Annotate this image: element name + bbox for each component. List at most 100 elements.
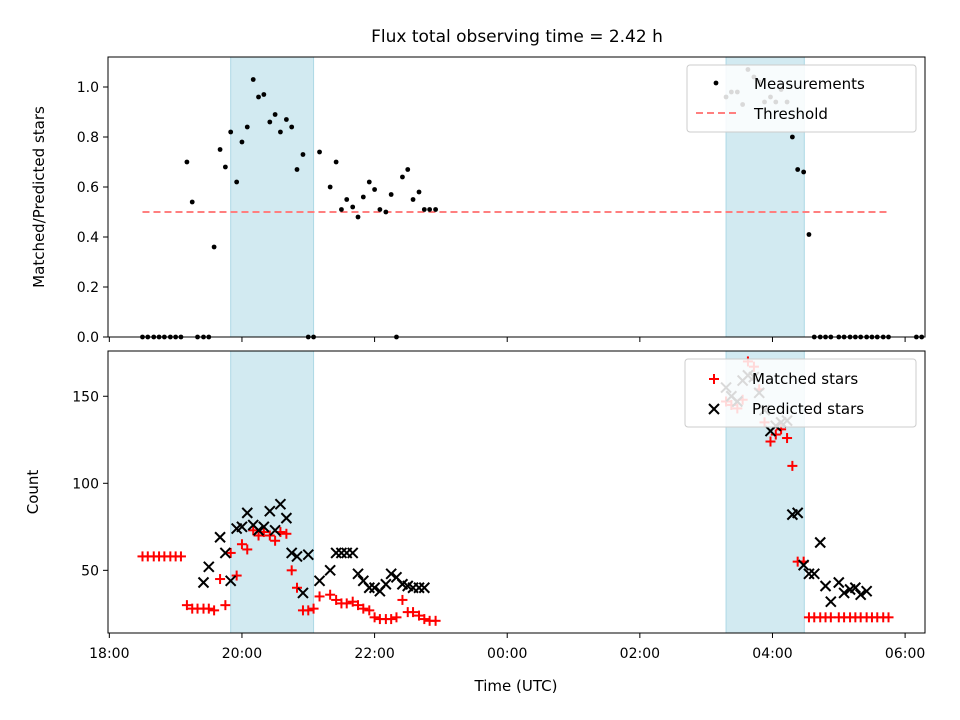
predicted-star-mark [380, 578, 392, 590]
legend-measurement-marker [713, 80, 719, 86]
matched-star-mark [281, 528, 292, 539]
matched-star-mark [220, 600, 231, 611]
predicted-star-mark [258, 521, 270, 533]
matched-star-mark [264, 530, 275, 541]
legend-label: Predicted stars [752, 400, 864, 418]
legend-matched-marker [709, 374, 719, 384]
predicted-star-mark [219, 547, 232, 559]
ratio-panel: 0.0 0.2 0.4 0.6 0.8 1.0 Matched/Predicted sta… [30, 56, 926, 346]
y-axis-label: Matched/Predicted stars [30, 106, 48, 288]
measurement-point [344, 197, 350, 202]
matched-star-mark [175, 551, 186, 562]
x-tick-label: 18:00 [89, 646, 129, 662]
matched-star-mark [308, 603, 319, 614]
legend: Measurements Threshold [686, 64, 917, 133]
measurement-point [256, 94, 261, 100]
predicted-star-mark [849, 582, 862, 594]
predicted-star-mark [291, 550, 303, 563]
matched-star-mark [203, 603, 214, 614]
matched-star-mark [397, 594, 408, 605]
measurement-point [383, 209, 389, 215]
predicted-star-mark [302, 548, 314, 561]
matched-star-mark [303, 605, 314, 616]
predicted-star-mark [363, 582, 375, 594]
measurement-point [317, 149, 322, 155]
matched-star-mark [236, 539, 247, 550]
matched-star-mark [770, 429, 781, 440]
x-tick-label: 06:00 [885, 646, 925, 662]
data-marks [137, 356, 894, 626]
predicted-star-mark [413, 582, 425, 594]
predicted-star-mark [285, 547, 298, 559]
measurement-point [239, 139, 245, 145]
measurement-point [388, 192, 394, 197]
predicted-star-mark [346, 547, 359, 559]
measurement-point [355, 214, 361, 220]
predicted-star-mark [335, 547, 348, 559]
matched-star-mark [325, 589, 336, 600]
measurement-point [327, 184, 333, 190]
predicted-star-mark [825, 595, 837, 608]
x-tick-label: 22:00 [354, 646, 394, 662]
axes-frame [107, 56, 926, 338]
measurement-point [789, 134, 795, 140]
measurement-point [244, 124, 250, 130]
matched-star-mark [353, 600, 364, 611]
matched-star-mark [347, 596, 358, 607]
predicted-star-mark [269, 524, 281, 537]
matched-star-mark [364, 605, 375, 616]
measurement-point [250, 77, 256, 82]
x-tick-label: 20:00 [222, 646, 262, 662]
measurement-point [801, 169, 807, 175]
predicted-star-mark [418, 582, 431, 594]
matched-star-mark [231, 570, 242, 581]
measurement-point [360, 194, 366, 200]
predicted-star-mark [797, 559, 810, 571]
legend-predicted-marker [708, 403, 720, 415]
measurement-point [405, 167, 411, 172]
predicted-star-mark [352, 568, 364, 580]
y-tick-label: 1.0 [77, 80, 99, 96]
measurement-point [333, 159, 339, 165]
y-axis: 0.0 0.2 0.4 0.6 0.8 1.0 [77, 80, 108, 346]
matched-star-mark [782, 433, 793, 444]
x-tick-label: 04:00 [752, 646, 792, 662]
y-tick-label: 0.4 [77, 230, 99, 246]
y-axis-label: Count [24, 470, 42, 515]
predicted-star-mark [833, 576, 845, 589]
predicted-star-mark [236, 521, 248, 533]
measurement-point [377, 207, 383, 212]
matched-star-mark [242, 544, 253, 555]
measurement-point [427, 207, 433, 212]
predicted-star-mark [214, 531, 226, 543]
measurement-point [366, 179, 372, 185]
y-axis: 50 100 150 [72, 389, 108, 579]
y-tick-label: 0.2 [77, 280, 99, 296]
predicted-star-mark [264, 505, 276, 517]
matched-star-mark [414, 610, 425, 621]
matched-star-mark [181, 600, 192, 611]
legend: Matched stars Predicted stars [684, 358, 917, 428]
matched-star-mark [331, 594, 342, 605]
matched-star-mark [419, 614, 430, 625]
legend-box [686, 64, 917, 133]
matched-star-mark [386, 614, 397, 625]
legend-label: Measurements [754, 75, 865, 93]
predicted-star-mark [197, 576, 210, 589]
measurement-point [267, 119, 273, 125]
matched-star-mark [391, 612, 402, 623]
measurement-point [372, 187, 377, 192]
y-tick-label: 100 [72, 476, 99, 492]
legend-label: Threshold [753, 105, 828, 123]
measurement-point [795, 167, 801, 172]
measurement-point [217, 147, 223, 152]
measurement-point [433, 207, 438, 212]
predicted-star-mark [252, 524, 265, 537]
measurement-point [272, 112, 278, 117]
measurement-point [184, 159, 190, 165]
shaded-interval [230, 350, 315, 634]
predicted-star-mark [838, 587, 850, 599]
predicted-star-mark [803, 568, 815, 580]
measurement-point [211, 244, 217, 250]
measurement-point [410, 197, 416, 202]
